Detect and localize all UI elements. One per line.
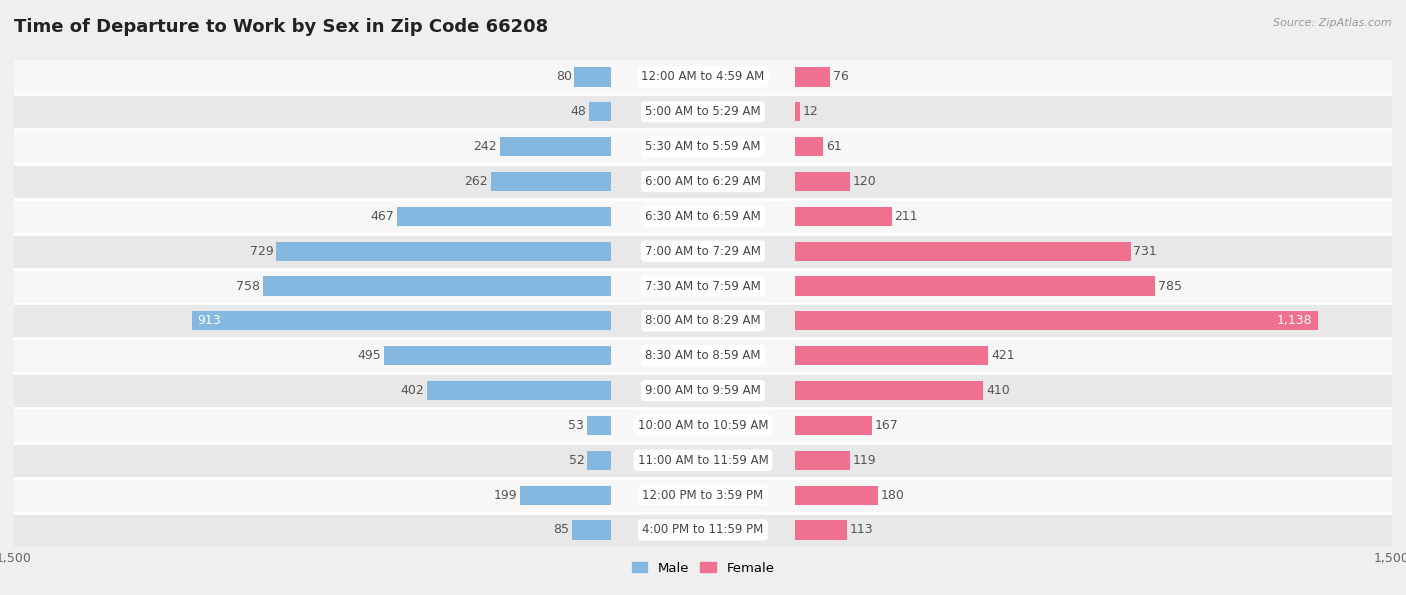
Bar xyxy=(588,450,612,470)
Text: 913: 913 xyxy=(197,314,221,327)
Bar xyxy=(14,164,1392,199)
Bar xyxy=(14,60,1392,95)
Text: 6:00 AM to 6:29 AM: 6:00 AM to 6:29 AM xyxy=(645,175,761,188)
Bar xyxy=(794,67,830,86)
Text: 731: 731 xyxy=(1133,245,1157,258)
Bar xyxy=(794,416,872,435)
Text: 785: 785 xyxy=(1159,280,1182,293)
Text: Time of Departure to Work by Sex in Zip Code 66208: Time of Departure to Work by Sex in Zip … xyxy=(14,18,548,36)
Bar xyxy=(426,381,612,400)
Bar xyxy=(14,199,1392,234)
Text: 113: 113 xyxy=(849,524,873,537)
Bar xyxy=(14,303,1392,339)
Text: 9:00 AM to 9:59 AM: 9:00 AM to 9:59 AM xyxy=(645,384,761,397)
Bar xyxy=(586,416,612,435)
Text: 262: 262 xyxy=(464,175,488,188)
Bar xyxy=(794,277,1156,296)
Bar xyxy=(14,339,1392,373)
Text: 421: 421 xyxy=(991,349,1015,362)
Text: 52: 52 xyxy=(568,454,585,466)
Text: 119: 119 xyxy=(852,454,876,466)
Text: 7:00 AM to 7:29 AM: 7:00 AM to 7:29 AM xyxy=(645,245,761,258)
Bar xyxy=(794,521,846,540)
Text: 85: 85 xyxy=(554,524,569,537)
Bar xyxy=(14,268,1392,303)
Text: 80: 80 xyxy=(555,70,572,83)
Text: 120: 120 xyxy=(852,175,876,188)
Bar xyxy=(589,102,612,121)
Bar xyxy=(191,311,612,330)
Bar xyxy=(794,311,1317,330)
Text: 758: 758 xyxy=(236,280,260,293)
Text: 180: 180 xyxy=(880,488,904,502)
Text: 5:30 AM to 5:59 AM: 5:30 AM to 5:59 AM xyxy=(645,140,761,153)
Bar xyxy=(794,102,800,121)
Text: 8:00 AM to 8:29 AM: 8:00 AM to 8:29 AM xyxy=(645,314,761,327)
Bar xyxy=(14,408,1392,443)
Text: 5:00 AM to 5:29 AM: 5:00 AM to 5:29 AM xyxy=(645,105,761,118)
Text: 211: 211 xyxy=(894,210,918,223)
Text: Source: ZipAtlas.com: Source: ZipAtlas.com xyxy=(1274,18,1392,28)
Bar xyxy=(575,67,612,86)
Bar xyxy=(794,486,877,505)
Text: 10:00 AM to 10:59 AM: 10:00 AM to 10:59 AM xyxy=(638,419,768,432)
Text: 48: 48 xyxy=(571,105,586,118)
Bar xyxy=(14,129,1392,164)
Legend: Male, Female: Male, Female xyxy=(626,556,780,580)
Text: 729: 729 xyxy=(250,245,274,258)
Bar xyxy=(263,277,612,296)
Bar xyxy=(794,206,891,226)
Bar xyxy=(14,95,1392,129)
Bar xyxy=(384,346,612,365)
Bar xyxy=(14,512,1392,547)
Bar xyxy=(794,172,851,191)
Bar xyxy=(14,373,1392,408)
Bar xyxy=(794,450,849,470)
Text: 4:00 PM to 11:59 PM: 4:00 PM to 11:59 PM xyxy=(643,524,763,537)
Bar xyxy=(501,137,612,156)
Text: 495: 495 xyxy=(357,349,381,362)
Bar xyxy=(14,234,1392,268)
Text: 6:30 AM to 6:59 AM: 6:30 AM to 6:59 AM xyxy=(645,210,761,223)
Bar xyxy=(491,172,612,191)
Bar xyxy=(794,242,1130,261)
Bar xyxy=(520,486,612,505)
Bar xyxy=(794,346,988,365)
Text: 410: 410 xyxy=(986,384,1010,397)
Text: 61: 61 xyxy=(825,140,841,153)
Bar xyxy=(396,206,612,226)
Text: 467: 467 xyxy=(370,210,394,223)
Text: 53: 53 xyxy=(568,419,583,432)
Bar xyxy=(794,381,983,400)
Text: 1,138: 1,138 xyxy=(1277,314,1312,327)
Bar xyxy=(572,521,612,540)
Text: 11:00 AM to 11:59 AM: 11:00 AM to 11:59 AM xyxy=(638,454,768,466)
Bar xyxy=(14,478,1392,512)
Text: 167: 167 xyxy=(875,419,898,432)
Text: 199: 199 xyxy=(494,488,517,502)
Text: 12:00 PM to 3:59 PM: 12:00 PM to 3:59 PM xyxy=(643,488,763,502)
Bar xyxy=(277,242,612,261)
Bar xyxy=(14,443,1392,478)
Text: 7:30 AM to 7:59 AM: 7:30 AM to 7:59 AM xyxy=(645,280,761,293)
Text: 12: 12 xyxy=(803,105,818,118)
Text: 402: 402 xyxy=(399,384,423,397)
Text: 8:30 AM to 8:59 AM: 8:30 AM to 8:59 AM xyxy=(645,349,761,362)
Text: 76: 76 xyxy=(832,70,848,83)
Bar xyxy=(794,137,823,156)
Text: 12:00 AM to 4:59 AM: 12:00 AM to 4:59 AM xyxy=(641,70,765,83)
Text: 242: 242 xyxy=(474,140,498,153)
